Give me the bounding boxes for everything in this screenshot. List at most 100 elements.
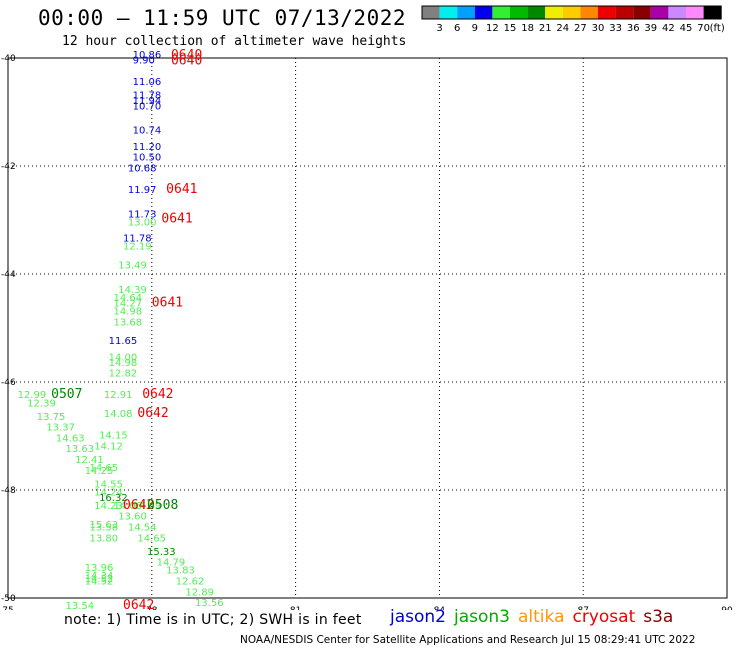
wave-height-label: 14.15: [99, 431, 128, 442]
pass-time-label: 0642: [142, 387, 173, 402]
wave-height-label: 12.39: [27, 398, 56, 409]
wave-height-label: 15.11: [200, 609, 229, 610]
color-scale: 3 6 9 12 15 18 21 24 27 30 33 36 39 42 45 70 (ft): [421, 5, 725, 34]
pass-time-label: 0640: [171, 48, 202, 63]
map-subtitle: 12 hour collection of altimeter wave hei…: [62, 34, 407, 49]
scale-label: 30: [592, 23, 605, 34]
wave-height-label: 14.12: [94, 442, 123, 453]
wave-height-label: 15.63: [89, 520, 118, 531]
satellite-legend: jason2 jason3 altika cryosat s3a: [390, 607, 681, 627]
wave-height-label: 12.82: [109, 369, 138, 380]
scale-unit: (ft): [710, 23, 725, 34]
scale-swatch: [510, 6, 528, 19]
pass-time-label: 0642: [123, 598, 154, 610]
wave-height-label: 14.25: [85, 466, 114, 477]
satellite-legend-item: cryosat: [572, 607, 636, 627]
wave-height-label: 14.64: [113, 293, 142, 304]
lon-tick-label: 81: [290, 606, 301, 610]
wave-height-label: 14.54: [128, 523, 157, 534]
map-title: 00:00 – 11:59 UTC 07/13/2022: [38, 6, 407, 30]
wave-height-label: 14.79: [157, 558, 186, 569]
wave-height-label: 14.23: [94, 501, 123, 512]
scale-swatch: [580, 6, 598, 19]
pass-time-label: 0507: [51, 387, 82, 402]
wave-height-label: 13.80: [89, 533, 118, 544]
scale-swatch: [439, 6, 458, 19]
scale-label: 3: [436, 23, 442, 34]
scale-swatch: [562, 6, 581, 19]
wave-height-label: 10.50: [133, 153, 162, 164]
scale-label: 6: [454, 23, 460, 34]
wave-height-label: 14.24: [94, 487, 123, 498]
scale-swatch: [668, 6, 686, 19]
satellite-legend-item: jason2: [390, 607, 446, 627]
scale-swatch: [527, 6, 546, 19]
scale-label: 42: [662, 23, 675, 34]
scale-label: 39: [644, 23, 657, 34]
wave-height-label: 11.20: [133, 142, 162, 153]
lat-tick-label: -42: [1, 162, 16, 172]
wave-height-label: 15.33: [147, 547, 176, 558]
wave-height-label: 13.60: [118, 512, 147, 523]
scale-label: 9: [472, 23, 478, 34]
wave-height-map: 75 78 81 84 87 90 -40 -42 -44 -46 -48 -50 10.869.90 1…: [1, 48, 733, 610]
scale-swatch: [545, 6, 563, 19]
wave-height-label: 12.19: [123, 242, 152, 253]
footer-note: note: 1) Time is in UTC; 2) SWH is in fe…: [64, 612, 362, 628]
scale-label: 36: [627, 23, 640, 34]
wave-height-label: 14.00: [109, 352, 138, 363]
wave-height-label: 11.97: [128, 185, 157, 196]
scale-swatch: [650, 6, 669, 19]
wave-height-label: 13.58: [89, 523, 118, 534]
scale-label: 24: [556, 23, 569, 34]
wave-height-label: 13.83: [166, 566, 195, 577]
wave-height-label: 13.56: [195, 598, 224, 609]
pass-time-label: 0641: [161, 212, 192, 227]
wave-height-label: 12.99: [18, 390, 47, 401]
wave-height-label: 14.65: [137, 533, 166, 544]
wave-height-label: 13.63: [66, 444, 95, 455]
wave-height-label: 13.00: [128, 217, 157, 228]
lon-tick-label: 90: [721, 606, 733, 610]
lat-tick-label: -44: [1, 270, 16, 280]
lon-tick-label: 78: [146, 606, 158, 610]
wave-height-label: 13.54: [66, 601, 95, 610]
scale-swatch: [422, 6, 440, 19]
wave-height-label: 14.39: [118, 285, 147, 296]
wave-height-label: 14.08: [104, 409, 133, 420]
pass-time-label: 0640: [171, 53, 202, 68]
wave-height-label: 14.06: [113, 501, 142, 512]
pass-time-label: 0641: [166, 182, 197, 197]
scale-label: 45: [680, 23, 693, 34]
lat-tick-label: -40: [1, 54, 16, 64]
wave-height-label: 11.65: [109, 336, 138, 347]
pass-time-label: 0508: [147, 498, 178, 513]
wave-height-label: 11.06: [133, 77, 162, 88]
scale-label: 18: [521, 23, 534, 34]
pass-time-label: 0642: [123, 498, 154, 513]
wave-height-label: 10.70: [133, 101, 162, 112]
scale-swatch: [703, 6, 722, 19]
scale-label: 21: [539, 23, 552, 34]
wave-height-label: 13.75: [37, 412, 66, 423]
wave-height-label: 12.91: [104, 390, 133, 401]
scale-swatch: [686, 6, 704, 19]
scale-swatch: [457, 6, 475, 19]
lon-tick-label: 84: [434, 606, 446, 610]
scale-label: 27: [574, 23, 587, 34]
wave-height-label: 14.65: [89, 463, 118, 474]
wave-height-label: 14.34: [85, 571, 114, 582]
scale-label: 15: [504, 23, 517, 34]
satellite-legend-item: s3a: [643, 607, 674, 627]
wave-height-label: 14.55: [94, 479, 123, 490]
wave-height-label: 12.89: [185, 587, 214, 598]
lat-tick-label: -48: [1, 486, 16, 496]
wave-height-label: 14.63: [56, 433, 85, 444]
wave-height-label: 11.94: [133, 96, 162, 107]
wave-height-label: 12.41: [75, 455, 104, 466]
wave-height-label: 14.69: [133, 501, 162, 512]
scale-swatch: [474, 6, 493, 19]
scale-swatch: [492, 6, 510, 19]
wave-height-label: 13.49: [118, 261, 147, 272]
scale-swatch: [615, 6, 634, 19]
